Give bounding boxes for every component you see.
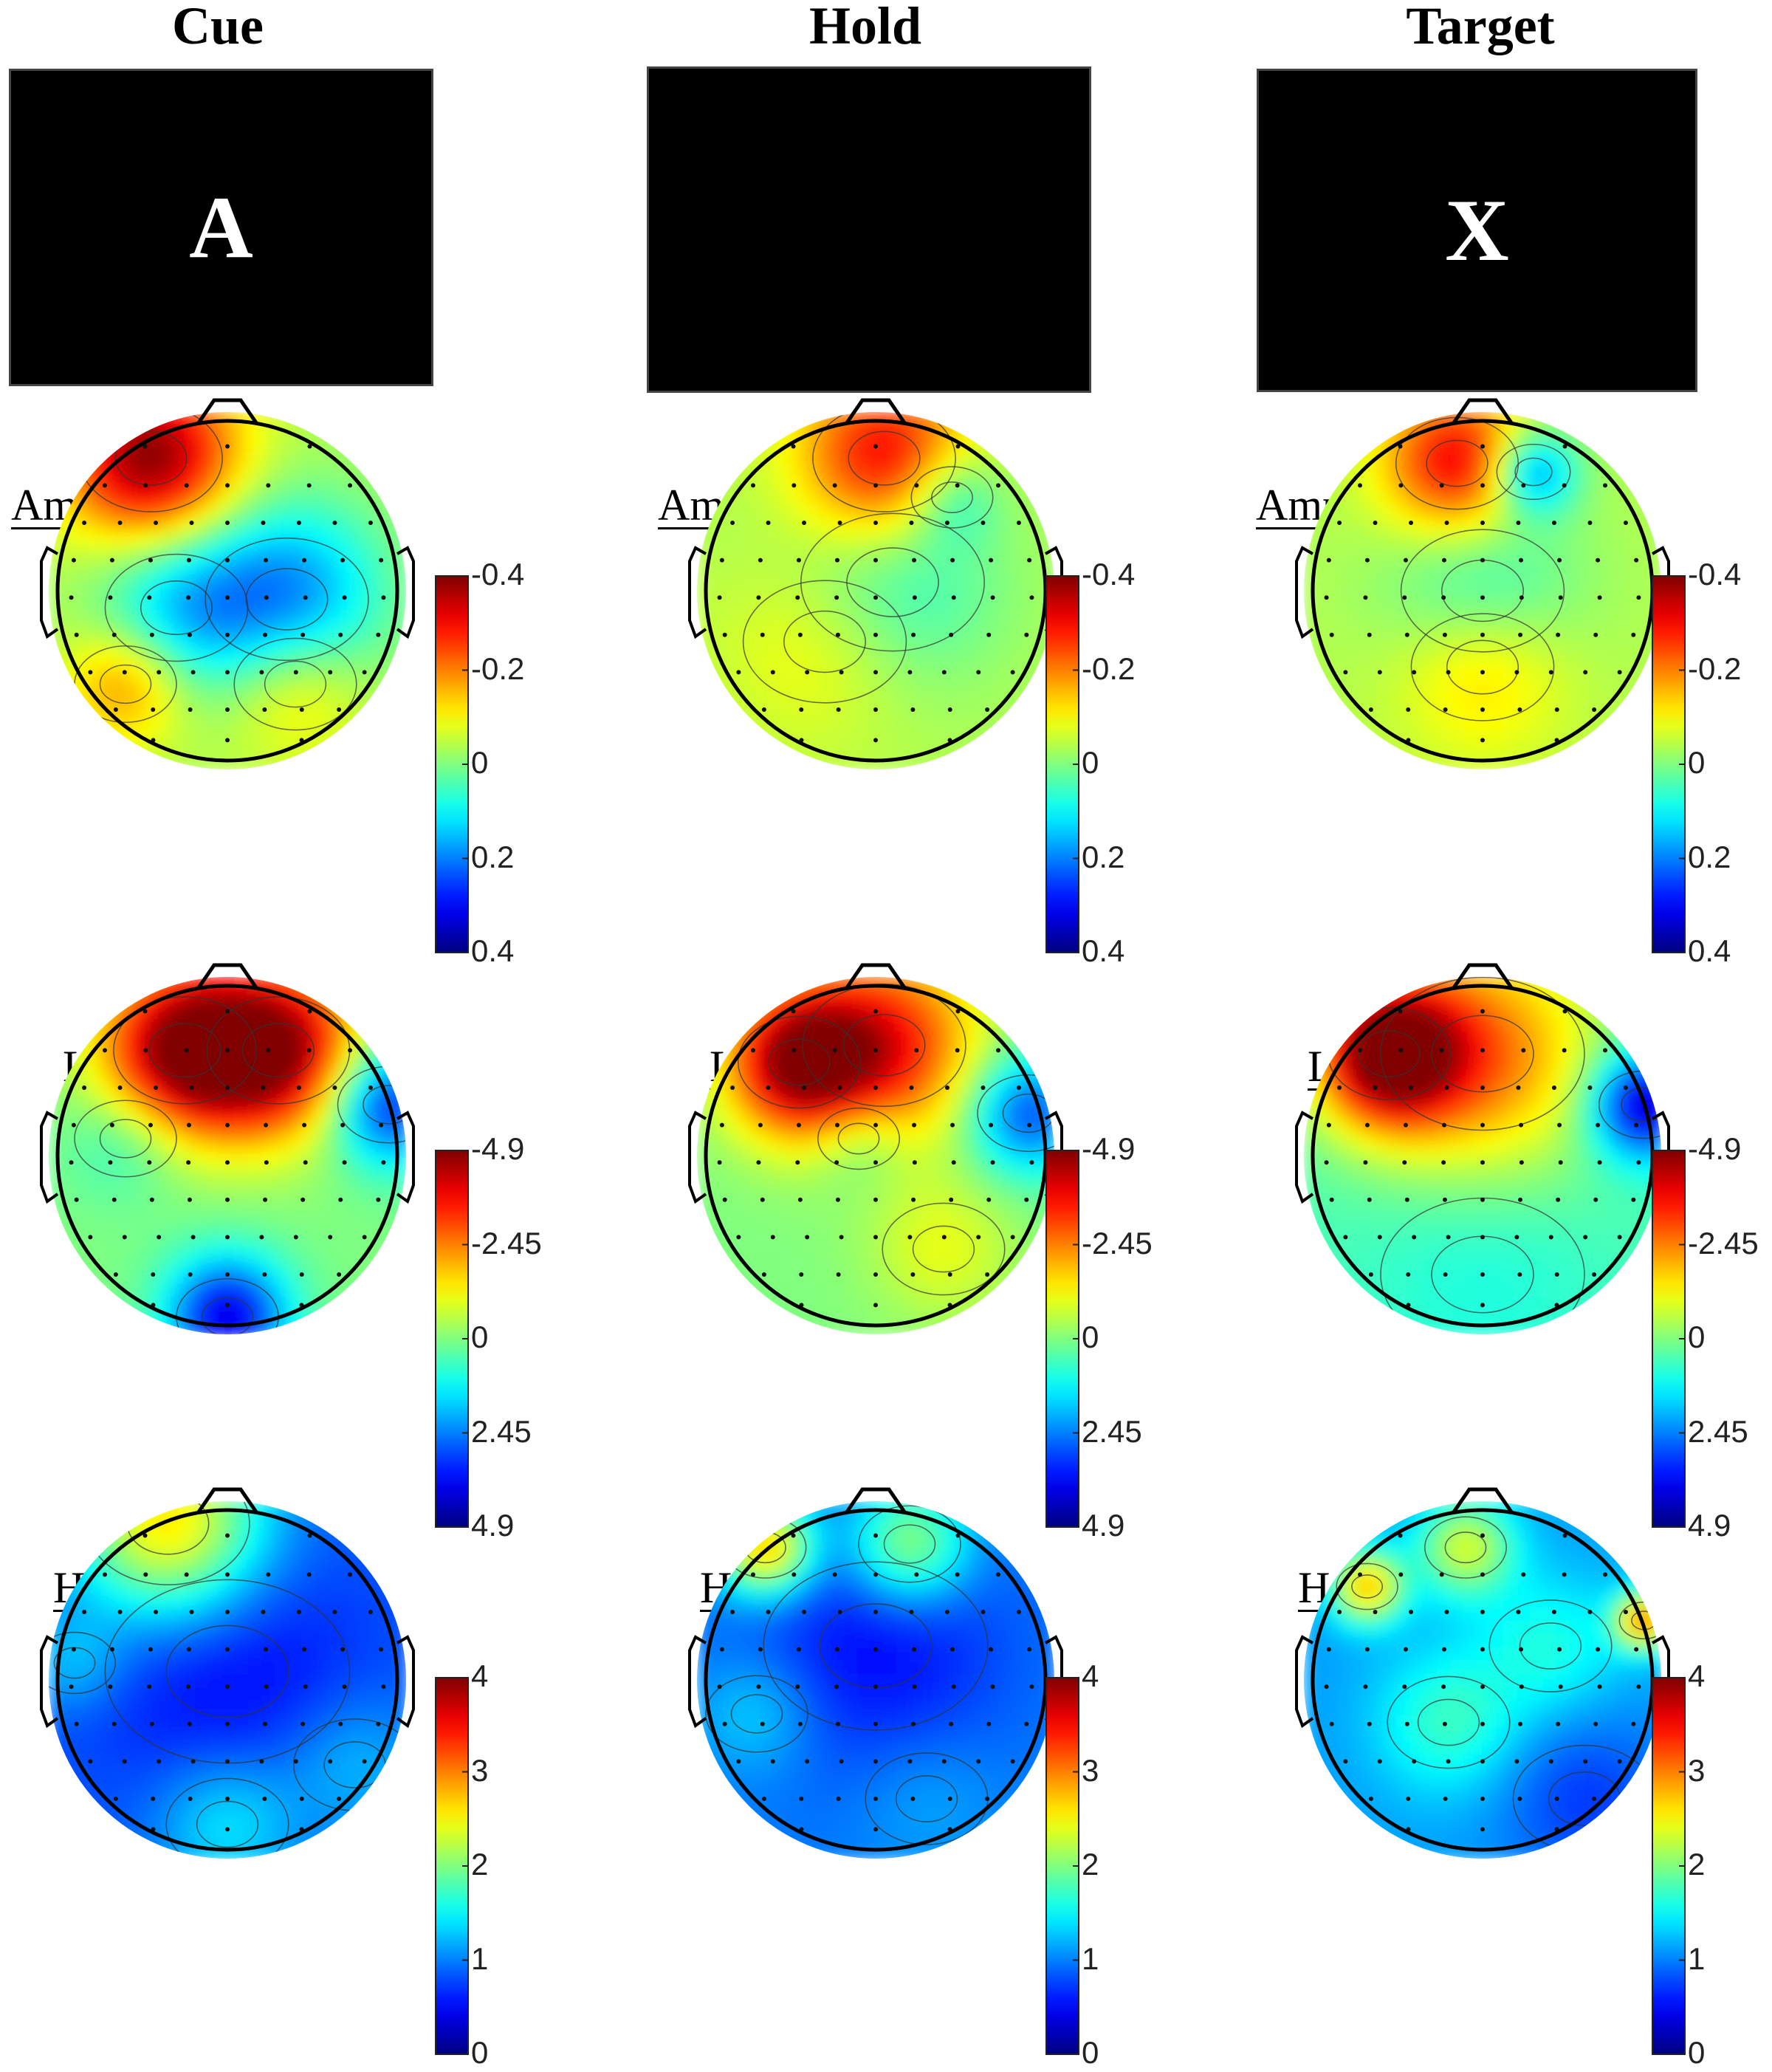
colorbar-tick-label: 0.2 (471, 839, 515, 874)
colorbar-tick-label: 4.9 (1082, 1508, 1125, 1543)
head-outline (55, 1508, 399, 1852)
colorbar-tick-label: 1 (471, 1941, 489, 1976)
colorbar-tick-label: 4.9 (471, 1508, 515, 1543)
left-ear-outline (1295, 1635, 1314, 1729)
colorbar-tick-label: -4.9 (471, 1131, 525, 1166)
stimulus-letter: A (189, 178, 253, 276)
colorbar-tick-label: 2 (1082, 1847, 1099, 1881)
colorbar-tick-label: 0.2 (1082, 839, 1125, 874)
column-title-target: Target (1406, 0, 1555, 55)
colorbar (1045, 1677, 1079, 2055)
colorbar-tick-label: 4 (1082, 1658, 1099, 1693)
colorbar-tick-label: 0 (1688, 2035, 1706, 2070)
colorbar-tick-label: 0 (1082, 2035, 1099, 2070)
colorbar-tick-label: 0 (1688, 745, 1706, 780)
colorbar-tick-label: 0.4 (471, 933, 515, 968)
left-ear-outline (40, 546, 59, 639)
colorbar (1652, 575, 1686, 953)
colorbar (435, 1150, 469, 1528)
colorbar-tick-label: 0 (1688, 1320, 1706, 1354)
colorbar-tick-label: 3 (471, 1752, 489, 1788)
scalp-topography-map (40, 963, 415, 1334)
colorbar-tick-label: 2.45 (1688, 1413, 1748, 1449)
nose-outline (844, 1487, 907, 1514)
nose-outline (1451, 398, 1514, 425)
stimulus-screen-cue: A (9, 69, 433, 386)
nose-outline (844, 398, 907, 425)
left-ear-outline (40, 1111, 59, 1204)
colorbar-tick-label: 4 (471, 1658, 489, 1693)
scalp-topography-map (688, 1487, 1063, 1859)
scalp-topography-map (40, 398, 415, 769)
colorbar-tick-label: 4 (1688, 1658, 1706, 1693)
colorbar (1045, 575, 1079, 953)
nose-outline (844, 963, 907, 990)
colorbar-tick-label: -0.2 (1688, 651, 1742, 686)
colorbar-tick-label: 1 (1688, 1941, 1706, 1976)
left-ear-outline (40, 1635, 59, 1729)
colorbar (435, 1677, 469, 2055)
nose-outline (196, 1487, 259, 1514)
right-ear-outline (396, 546, 415, 639)
colorbar-tick-label: 0.4 (1688, 933, 1731, 968)
stimulus-screen-target: X (1257, 69, 1697, 392)
colorbar (435, 575, 469, 953)
left-ear-outline (1295, 546, 1314, 639)
column-title-hold: Hold (808, 0, 922, 55)
scalp-topography-map (688, 963, 1063, 1334)
colorbar-tick-label: 1 (1082, 1941, 1099, 1976)
colorbar-tick-label: -0.2 (471, 651, 525, 686)
head-outline (55, 419, 399, 763)
colorbar-tick-label: 2 (471, 1847, 489, 1881)
scalp-topography-map (40, 1487, 415, 1859)
scalp-topography-map (1295, 1487, 1670, 1859)
right-ear-outline (396, 1111, 415, 1204)
colorbar-tick-label: -2.45 (1688, 1225, 1759, 1260)
right-ear-outline (396, 1635, 415, 1729)
nose-outline (1451, 963, 1514, 990)
colorbar-tick-label: -2.45 (1082, 1225, 1153, 1260)
colorbar-tick-label: -0.4 (471, 557, 525, 591)
colorbar-tick-label: -0.4 (1688, 557, 1742, 591)
nose-outline (196, 398, 259, 425)
colorbar-tick-label: -0.2 (1082, 651, 1136, 686)
stimulus-screen-hold (647, 66, 1091, 393)
colorbar-tick-label: 0 (471, 2035, 489, 2070)
left-ear-outline (688, 1111, 707, 1204)
colorbar-tick-label: 0 (471, 745, 489, 780)
colorbar-tick-label: 2.45 (471, 1413, 532, 1449)
left-ear-outline (1295, 1111, 1314, 1204)
nose-outline (196, 963, 259, 990)
colorbar-tick-label: -4.9 (1688, 1131, 1742, 1166)
colorbar-tick-label: 3 (1082, 1752, 1099, 1788)
colorbar-tick-label: -2.45 (471, 1225, 542, 1260)
colorbar-tick-label: 4.9 (1688, 1508, 1731, 1543)
colorbar (1045, 1150, 1079, 1528)
stimulus-letter: X (1445, 181, 1509, 279)
colorbar-tick-label: 0.2 (1688, 839, 1731, 874)
scalp-topography-map (688, 398, 1063, 769)
colorbar-tick-label: 2.45 (1082, 1413, 1142, 1449)
head-outline (55, 984, 399, 1328)
nose-outline (1451, 1487, 1514, 1514)
scalp-topography-map (1295, 963, 1670, 1334)
colorbar-tick-label: 0 (1082, 745, 1099, 780)
column-title-cue: Cue (172, 0, 264, 55)
colorbar-tick-label: -0.4 (1082, 557, 1136, 591)
colorbar-tick-label: 0 (1082, 1320, 1099, 1354)
colorbar (1652, 1677, 1686, 2055)
colorbar-tick-label: 3 (1688, 1752, 1706, 1788)
colorbar-tick-label: -4.9 (1082, 1131, 1136, 1166)
left-ear-outline (688, 1635, 707, 1729)
scalp-topography-map (1295, 398, 1670, 769)
left-ear-outline (688, 546, 707, 639)
colorbar (1652, 1150, 1686, 1528)
colorbar-tick-label: 0.4 (1082, 933, 1125, 968)
colorbar-tick-label: 2 (1688, 1847, 1706, 1881)
colorbar-tick-label: 0 (471, 1320, 489, 1354)
